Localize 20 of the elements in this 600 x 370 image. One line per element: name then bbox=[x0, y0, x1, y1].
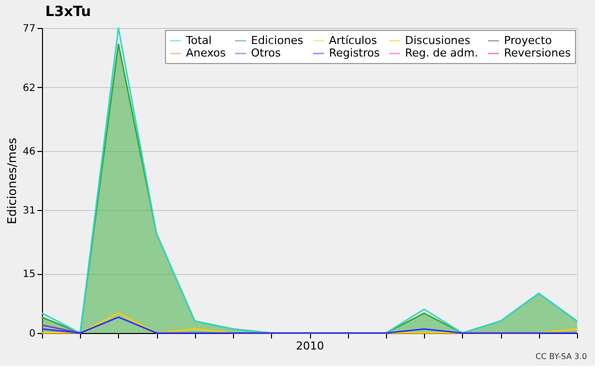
legend-label: Total bbox=[185, 34, 212, 47]
y-tick-label: 62 bbox=[22, 82, 36, 94]
legend-label: Proyecto bbox=[504, 34, 552, 47]
legend-label: Ediciones bbox=[251, 34, 304, 47]
y-tick-label: 15 bbox=[22, 269, 36, 280]
y-axis-title: Ediciones/mes bbox=[4, 138, 19, 224]
text: CC BY-SA 3.0 bbox=[535, 352, 587, 361]
legend-label: Registros bbox=[329, 46, 380, 60]
chart-title: L3xTu bbox=[45, 4, 91, 20]
legend-label: Otros bbox=[251, 46, 281, 60]
y-tick-label: 0 bbox=[29, 328, 36, 340]
legend-label: Artículos bbox=[329, 34, 378, 47]
legend-label: Reg. de adm. bbox=[405, 46, 478, 60]
legend-label: Reversiones bbox=[504, 46, 571, 60]
x-tick-label: 2010 bbox=[296, 340, 324, 352]
y-tick-label: 77 bbox=[22, 24, 36, 34]
y-tick-label: 46 bbox=[22, 146, 36, 158]
legend-label: Discusiones bbox=[405, 34, 471, 47]
y-tick-label: 31 bbox=[22, 206, 36, 217]
legend-label: Anexos bbox=[186, 46, 226, 60]
